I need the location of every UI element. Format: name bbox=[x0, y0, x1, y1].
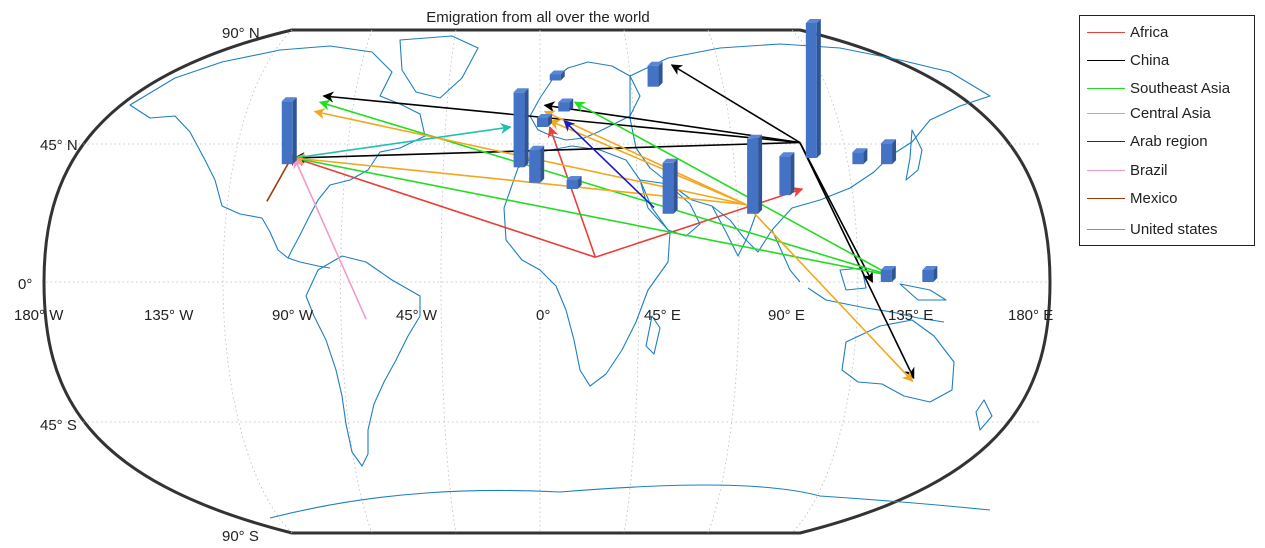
bar-11 bbox=[805, 19, 821, 158]
map-outline bbox=[42, 28, 1052, 535]
madagascar bbox=[645, 315, 661, 355]
legend-item-africa: Africa bbox=[1080, 23, 1256, 43]
flow-arrow-china bbox=[670, 64, 801, 144]
flow-arrow-arab-region bbox=[563, 120, 655, 209]
lat-labels: 90° N 45° N 0° 45° S 90° S bbox=[18, 25, 260, 545]
coastlines bbox=[129, 35, 993, 519]
africa bbox=[503, 145, 671, 387]
lon-label-135e: 135° E bbox=[888, 307, 933, 324]
antarctica bbox=[269, 484, 991, 519]
legend-label: Central Asia bbox=[1130, 105, 1211, 122]
bar-6 bbox=[566, 176, 582, 189]
legend-label: Brazil bbox=[1130, 162, 1168, 179]
legend-item-central-asia: Central Asia bbox=[1080, 104, 1256, 124]
legend-label: Mexico bbox=[1130, 190, 1178, 207]
flow-arrow-africa bbox=[547, 125, 597, 258]
flow-arrow-central-asia bbox=[543, 110, 747, 206]
flow-arrow-brazil bbox=[293, 156, 367, 320]
lat-label-90s: 90° S bbox=[222, 528, 259, 545]
flow-arrow-africa bbox=[595, 186, 804, 258]
new-guinea bbox=[899, 283, 947, 301]
flow-arrow-southeast-asia bbox=[318, 99, 893, 277]
new-zealand bbox=[975, 399, 993, 431]
bar-13 bbox=[881, 139, 897, 165]
lon-label-180w: 180° W bbox=[14, 307, 64, 324]
flow-arrow-southeast-asia bbox=[293, 154, 892, 277]
emigration-bars bbox=[281, 19, 938, 282]
legend-item-united-states: United states bbox=[1080, 220, 1256, 240]
legend-label: Arab region bbox=[1130, 133, 1208, 150]
graticule bbox=[46, 29, 1048, 534]
lon-label-0: 0° bbox=[536, 307, 550, 324]
legend-swatch bbox=[1087, 88, 1125, 89]
map-title: Emigration from all over the world bbox=[426, 9, 649, 26]
legend-swatch bbox=[1087, 141, 1125, 142]
lat-label-45s: 45° S bbox=[40, 417, 77, 434]
lon-label-45w: 45° W bbox=[396, 307, 438, 324]
flow-arrow-china bbox=[799, 142, 915, 380]
lat-label-45n: 45° N bbox=[40, 137, 78, 154]
legend-item-arab-region: Arab region bbox=[1080, 132, 1256, 152]
lon-label-135w: 135° W bbox=[144, 307, 194, 324]
south-america bbox=[305, 255, 421, 467]
australia bbox=[841, 319, 955, 403]
lon-labels: 180° W 135° W 90° W 45° W 0° 45° E 90° E… bbox=[14, 307, 1053, 324]
legend-item-southeast-asia: Southeast Asia bbox=[1080, 79, 1256, 99]
flow-arrow-southeast-asia bbox=[573, 101, 893, 277]
bar-5 bbox=[558, 98, 574, 112]
bar-14 bbox=[880, 266, 896, 282]
flow-arrow-china bbox=[293, 141, 800, 164]
indonesia bbox=[807, 287, 945, 323]
legend-label: United states bbox=[1130, 221, 1218, 238]
legend-swatch bbox=[1087, 229, 1125, 230]
bar-12 bbox=[852, 148, 868, 165]
greenland bbox=[399, 35, 479, 99]
legend-label: Southeast Asia bbox=[1130, 80, 1231, 97]
lat-label-0: 0° bbox=[18, 276, 32, 293]
legend-item-mexico: Mexico bbox=[1080, 189, 1256, 209]
legend-swatch bbox=[1087, 113, 1125, 114]
legend-item-brazil: Brazil bbox=[1080, 161, 1256, 181]
lon-label-45e: 45° E bbox=[644, 307, 681, 324]
flow-arrow-africa bbox=[293, 155, 596, 258]
bar-15 bbox=[922, 266, 938, 282]
flow-arrow-central-asia bbox=[745, 203, 914, 383]
bar-4 bbox=[549, 70, 565, 81]
legend-label: China bbox=[1130, 52, 1170, 69]
north-america bbox=[129, 45, 426, 259]
legend-swatch bbox=[1087, 60, 1125, 61]
bar-1 bbox=[513, 88, 529, 168]
bar-3 bbox=[536, 114, 552, 127]
legend: Africa China Southeast Asia Central Asia… bbox=[1079, 15, 1255, 246]
lon-label-90e: 90° E bbox=[768, 307, 805, 324]
japan bbox=[905, 129, 923, 181]
legend-swatch bbox=[1087, 170, 1125, 171]
bar-2 bbox=[529, 145, 545, 183]
bar-0 bbox=[281, 97, 297, 165]
legend-swatch bbox=[1087, 32, 1125, 33]
lat-label-90n: 90° N bbox=[222, 25, 260, 42]
bar-8 bbox=[647, 61, 663, 87]
flow-arrow-united-states bbox=[294, 122, 512, 159]
legend-swatch bbox=[1087, 198, 1125, 199]
flow-arrow-central-asia bbox=[548, 119, 747, 206]
lon-label-180e: 180° E bbox=[1008, 307, 1053, 324]
bar-10 bbox=[779, 152, 795, 196]
bar-9 bbox=[747, 134, 763, 214]
bar-7 bbox=[662, 158, 678, 214]
legend-item-china: China bbox=[1080, 51, 1256, 71]
lon-label-90w: 90° W bbox=[272, 307, 314, 324]
legend-label: Africa bbox=[1130, 24, 1169, 41]
southeast-asia bbox=[771, 229, 801, 283]
